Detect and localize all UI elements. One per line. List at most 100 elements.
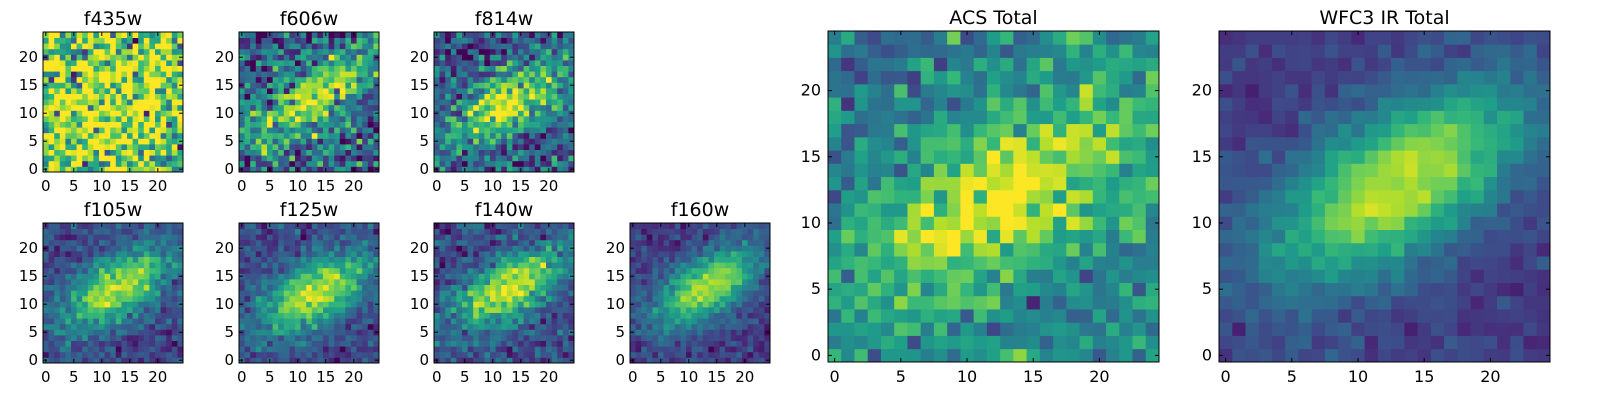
heatmap-cell	[345, 88, 351, 94]
heatmap-cell	[71, 88, 77, 94]
heatmap-cell	[854, 243, 868, 257]
heatmap-cell	[987, 296, 1001, 310]
heatmap-cell	[317, 273, 323, 279]
heatmap-cell	[468, 94, 474, 100]
heatmap-cell	[65, 234, 71, 240]
heatmap-cell	[172, 324, 178, 330]
heatmap-cell	[99, 127, 105, 133]
heatmap-cell	[479, 251, 485, 257]
heatmap-cell	[133, 346, 139, 352]
heatmap-cell	[759, 273, 765, 279]
heatmap-cell	[697, 296, 703, 302]
heatmap-cell	[725, 262, 731, 268]
heatmap-cell	[345, 105, 351, 111]
heatmap-cell	[82, 335, 88, 341]
heatmap-cell	[161, 71, 167, 77]
heatmap-cell	[273, 122, 279, 128]
heatmap-cell	[524, 99, 530, 105]
heatmap-cell	[172, 105, 178, 111]
heatmap-cell	[759, 318, 765, 324]
heatmap-cell	[714, 313, 720, 319]
heatmap-cell	[563, 279, 569, 285]
heatmap-cell	[245, 138, 251, 144]
heatmap-cell	[133, 66, 139, 72]
heatmap-cell	[138, 150, 144, 156]
heatmap-cell	[708, 245, 714, 251]
heatmap-cell	[440, 122, 446, 128]
heatmap-cell	[93, 234, 99, 240]
heatmap-cell	[351, 71, 357, 77]
heatmap-cell	[65, 110, 71, 116]
heatmap-cell	[144, 133, 150, 139]
heatmap-cell	[529, 318, 535, 324]
heatmap-cell	[295, 77, 301, 83]
heatmap-cell	[725, 229, 731, 235]
heatmap-cell	[172, 144, 178, 150]
heatmap-cell	[295, 346, 301, 352]
heatmap-cell	[351, 110, 357, 116]
heatmap-cell	[43, 66, 49, 72]
heatmap-cell	[99, 82, 105, 88]
heatmap-cell	[105, 296, 111, 302]
heatmap-cell	[557, 352, 563, 358]
heatmap-cell	[133, 285, 139, 291]
heatmap-cell	[501, 133, 507, 139]
heatmap-cell	[295, 138, 301, 144]
heatmap-cell	[273, 127, 279, 133]
heatmap-cell	[894, 322, 908, 336]
heatmap-cell	[317, 155, 323, 161]
heatmap-cell	[675, 329, 681, 335]
heatmap-cell	[557, 94, 563, 100]
heatmap-cell	[88, 32, 94, 38]
heatmap-cell	[133, 38, 139, 44]
heatmap-cell	[440, 54, 446, 60]
heatmap-cell	[686, 318, 692, 324]
heatmap-cell	[71, 77, 77, 83]
heatmap-cell	[138, 313, 144, 319]
heatmap-cell	[295, 245, 301, 251]
heatmap-cell	[77, 279, 83, 285]
heatmap-cell	[647, 341, 653, 347]
heatmap-cell	[496, 138, 502, 144]
heatmap-cell	[490, 71, 496, 77]
heatmap-cell	[490, 251, 496, 257]
heatmap-cell	[496, 110, 502, 116]
heatmap-cell	[1013, 296, 1027, 310]
heatmap-cell	[88, 240, 94, 246]
heatmap-cell	[77, 335, 83, 341]
heatmap-cell	[479, 144, 485, 150]
heatmap-cell	[105, 133, 111, 139]
heatmap-cell	[440, 99, 446, 105]
heatmap-cell	[105, 94, 111, 100]
heatmap-cell	[518, 313, 524, 319]
heatmap-cell	[295, 49, 301, 55]
heatmap-cell	[552, 43, 558, 49]
heatmap-cell	[267, 155, 273, 161]
heatmap-cell	[1000, 349, 1014, 363]
heatmap-cell	[362, 329, 368, 335]
heatmap-cell	[759, 296, 765, 302]
heatmap-cell	[987, 243, 1001, 257]
heatmap-cell	[54, 301, 60, 307]
heatmap-cell	[501, 273, 507, 279]
heatmap-cell	[507, 150, 513, 156]
heatmap-cell	[736, 346, 742, 352]
heatmap-cell	[250, 99, 256, 105]
heatmap-cell	[479, 38, 485, 44]
heatmap-cell	[49, 66, 55, 72]
x-tick-label: 10	[483, 368, 502, 386]
heatmap-cell	[479, 257, 485, 263]
heatmap-cell	[731, 262, 737, 268]
heatmap-cell	[462, 110, 468, 116]
heatmap-cell	[675, 223, 681, 229]
heatmap-cell	[149, 32, 155, 38]
heatmap-cell	[82, 99, 88, 105]
heatmap-cell	[680, 223, 686, 229]
heatmap-cell	[138, 138, 144, 144]
heatmap-cell	[490, 161, 496, 167]
heatmap-cell	[680, 329, 686, 335]
heatmap-cell	[88, 262, 94, 268]
heatmap-cell	[116, 49, 122, 55]
heatmap-cell	[65, 240, 71, 246]
